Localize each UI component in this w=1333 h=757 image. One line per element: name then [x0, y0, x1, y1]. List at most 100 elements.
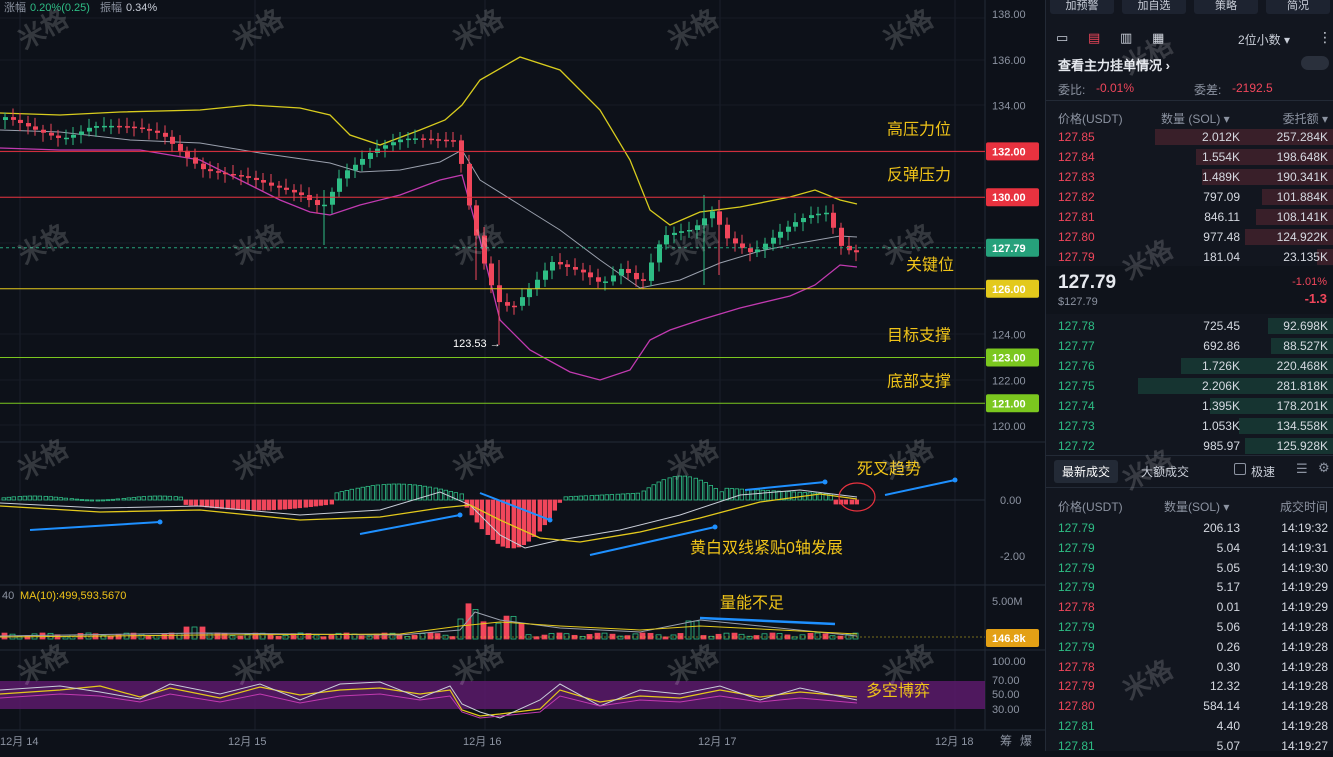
tab-large-trades[interactable]: 大额成交	[1141, 465, 1190, 479]
book-amount: 281.818K	[1276, 379, 1328, 393]
more-menu-icon[interactable]: ⋮	[1318, 29, 1332, 45]
macd-histogram-bar	[667, 477, 672, 501]
filter-icon[interactable]: ☰	[1296, 461, 1308, 476]
macd-histogram-bar	[157, 495, 162, 501]
order-book-row[interactable]: 127.84 1.554K 198.648K	[1046, 147, 1333, 167]
macd-histogram-bar	[682, 475, 687, 501]
trade-row[interactable]: 127.78 0.01 14:19:29	[1046, 598, 1333, 618]
trade-quantity: 12.32	[1209, 679, 1240, 694]
top-action-button[interactable]: 加预警	[1050, 0, 1114, 14]
macd-histogram-bar	[287, 499, 292, 510]
candle-body	[277, 185, 282, 188]
candle-body	[360, 158, 365, 165]
depth-toggle[interactable]	[1301, 56, 1329, 70]
volume-bar	[723, 632, 730, 640]
volume-bar	[746, 635, 753, 640]
order-book-row[interactable]: 127.76 1.726K 220.468K	[1046, 356, 1333, 376]
macd-histogram-bar	[386, 483, 391, 501]
gear-icon[interactable]: ⚙	[1318, 460, 1330, 475]
top-action-button[interactable]: 加自选	[1122, 0, 1186, 14]
candle-body	[839, 227, 844, 246]
volume-ma5-line	[0, 611, 858, 637]
decimals-select[interactable]: 2位小数 ▾	[1238, 33, 1291, 47]
candle-body	[178, 143, 183, 151]
macd-histogram-bar	[791, 491, 796, 501]
order-book-row[interactable]: 127.75 2.206K 281.818K	[1046, 376, 1333, 396]
order-book-row[interactable]: 127.85 2.012K 257.284K	[1046, 127, 1333, 147]
volume-bar	[389, 632, 396, 640]
order-book-row[interactable]: 127.82 797.09 101.884K	[1046, 187, 1333, 207]
trade-row[interactable]: 127.79 206.13 14:19:32	[1046, 519, 1333, 539]
price-axis-label: 120.00	[992, 421, 1026, 433]
macd-histogram-bar	[495, 499, 500, 544]
macd-histogram-bar	[313, 499, 318, 507]
depth-bar	[1155, 129, 1333, 145]
depth-bar	[1210, 398, 1333, 414]
macd-histogram-bar	[141, 496, 146, 501]
depth-bar	[1238, 418, 1333, 434]
candlestick-chart[interactable]: 涨幅 0.20%(0.25) 振幅 0.34% 138.00 136.00 134.00 13…	[0, 0, 1045, 751]
chart-area[interactable]: 涨幅 0.20%(0.25) 振幅 0.34% 138.00 136.00 134.00 13…	[0, 0, 1045, 751]
book-view-icon[interactable]: ▥	[1120, 30, 1133, 45]
level-price-label: 130.00	[992, 192, 1026, 204]
order-book-row[interactable]: 127.73 1.053K 134.558K	[1046, 416, 1333, 436]
depth-bar	[1316, 249, 1333, 265]
order-book-row[interactable]: 127.77 692.86 88.527K	[1046, 336, 1333, 356]
change-label: 涨幅	[4, 1, 26, 14]
volume-bar	[708, 635, 715, 640]
book-view-icon[interactable]: ▤	[1088, 30, 1101, 45]
trade-row[interactable]: 127.79 0.26 14:19:28	[1046, 638, 1333, 658]
candle-body	[467, 163, 472, 206]
candle-body	[763, 243, 768, 250]
macd-histogram-bar	[459, 493, 464, 501]
candle-body	[109, 125, 114, 128]
macd-histogram-bar	[204, 499, 209, 508]
macd-histogram-bar	[620, 493, 625, 501]
trade-row[interactable]: 127.78 0.30 14:19:28	[1046, 658, 1333, 678]
trade-row[interactable]: 127.79 5.06 14:19:28	[1046, 618, 1333, 638]
trade-row[interactable]: 127.79 5.05 14:19:30	[1046, 559, 1333, 579]
macd-histogram-bar	[89, 499, 94, 502]
top-action-button[interactable]: 简况	[1266, 0, 1330, 14]
candle-body	[223, 172, 228, 175]
order-book-row[interactable]: 127.74 1.395K 178.201K	[1046, 396, 1333, 416]
trade-row[interactable]: 127.81 4.40 14:19:28	[1046, 717, 1333, 737]
book-view-icon[interactable]: ▦	[1152, 30, 1165, 45]
order-book-row[interactable]: 127.79 181.04 23.135K	[1046, 247, 1333, 267]
macd-histogram-bar	[755, 489, 760, 501]
candle-body	[292, 189, 297, 193]
order-book-row[interactable]: 127.80 977.48 124.922K	[1046, 227, 1333, 247]
volume-bar	[480, 621, 487, 640]
depth-title-link[interactable]: 查看主力挂单情况 ›	[1058, 58, 1170, 73]
macd-axis-label: -2.00	[1000, 551, 1025, 563]
trade-row[interactable]: 127.80 584.14 14:19:28	[1046, 697, 1333, 717]
volume-bar	[221, 633, 228, 640]
candle-body	[520, 297, 525, 306]
candle-body	[535, 279, 540, 289]
speed-checkbox[interactable]	[1234, 463, 1246, 475]
macd-histogram-bar	[69, 498, 74, 501]
book-view-icon[interactable]: ▭	[1056, 30, 1069, 45]
order-book-row[interactable]: 127.81 846.11 108.141K	[1046, 207, 1333, 227]
volume-bar	[214, 632, 221, 640]
candle-body	[581, 269, 586, 273]
trade-row[interactable]: 127.81 5.07 14:19:27	[1046, 737, 1333, 757]
level-price-tag	[986, 238, 1039, 257]
book-price: 127.77	[1058, 339, 1095, 353]
candle-body	[603, 281, 608, 283]
order-book-row[interactable]: 127.78 725.45 92.698K	[1046, 316, 1333, 336]
candle-body	[33, 126, 38, 130]
top-action-button[interactable]: 策略	[1194, 0, 1258, 14]
order-book-row[interactable]: 127.83 1.489K 190.341K	[1046, 167, 1333, 187]
osc-axis-label: 70.00	[992, 675, 1020, 687]
trade-row[interactable]: 127.79 12.32 14:19:28	[1046, 677, 1333, 697]
watermark: 米格	[13, 218, 74, 270]
order-book-row[interactable]: 127.72 985.97 125.928K	[1046, 436, 1333, 456]
tab-latest-trades[interactable]: 最新成交	[1054, 460, 1119, 483]
level-note: 关键位	[906, 256, 954, 274]
macd-histogram-bar	[578, 495, 583, 501]
divider	[1046, 487, 1333, 488]
trade-row[interactable]: 127.79 5.04 14:19:31	[1046, 539, 1333, 559]
candle-body	[79, 131, 84, 135]
trade-row[interactable]: 127.79 5.17 14:19:29	[1046, 578, 1333, 598]
